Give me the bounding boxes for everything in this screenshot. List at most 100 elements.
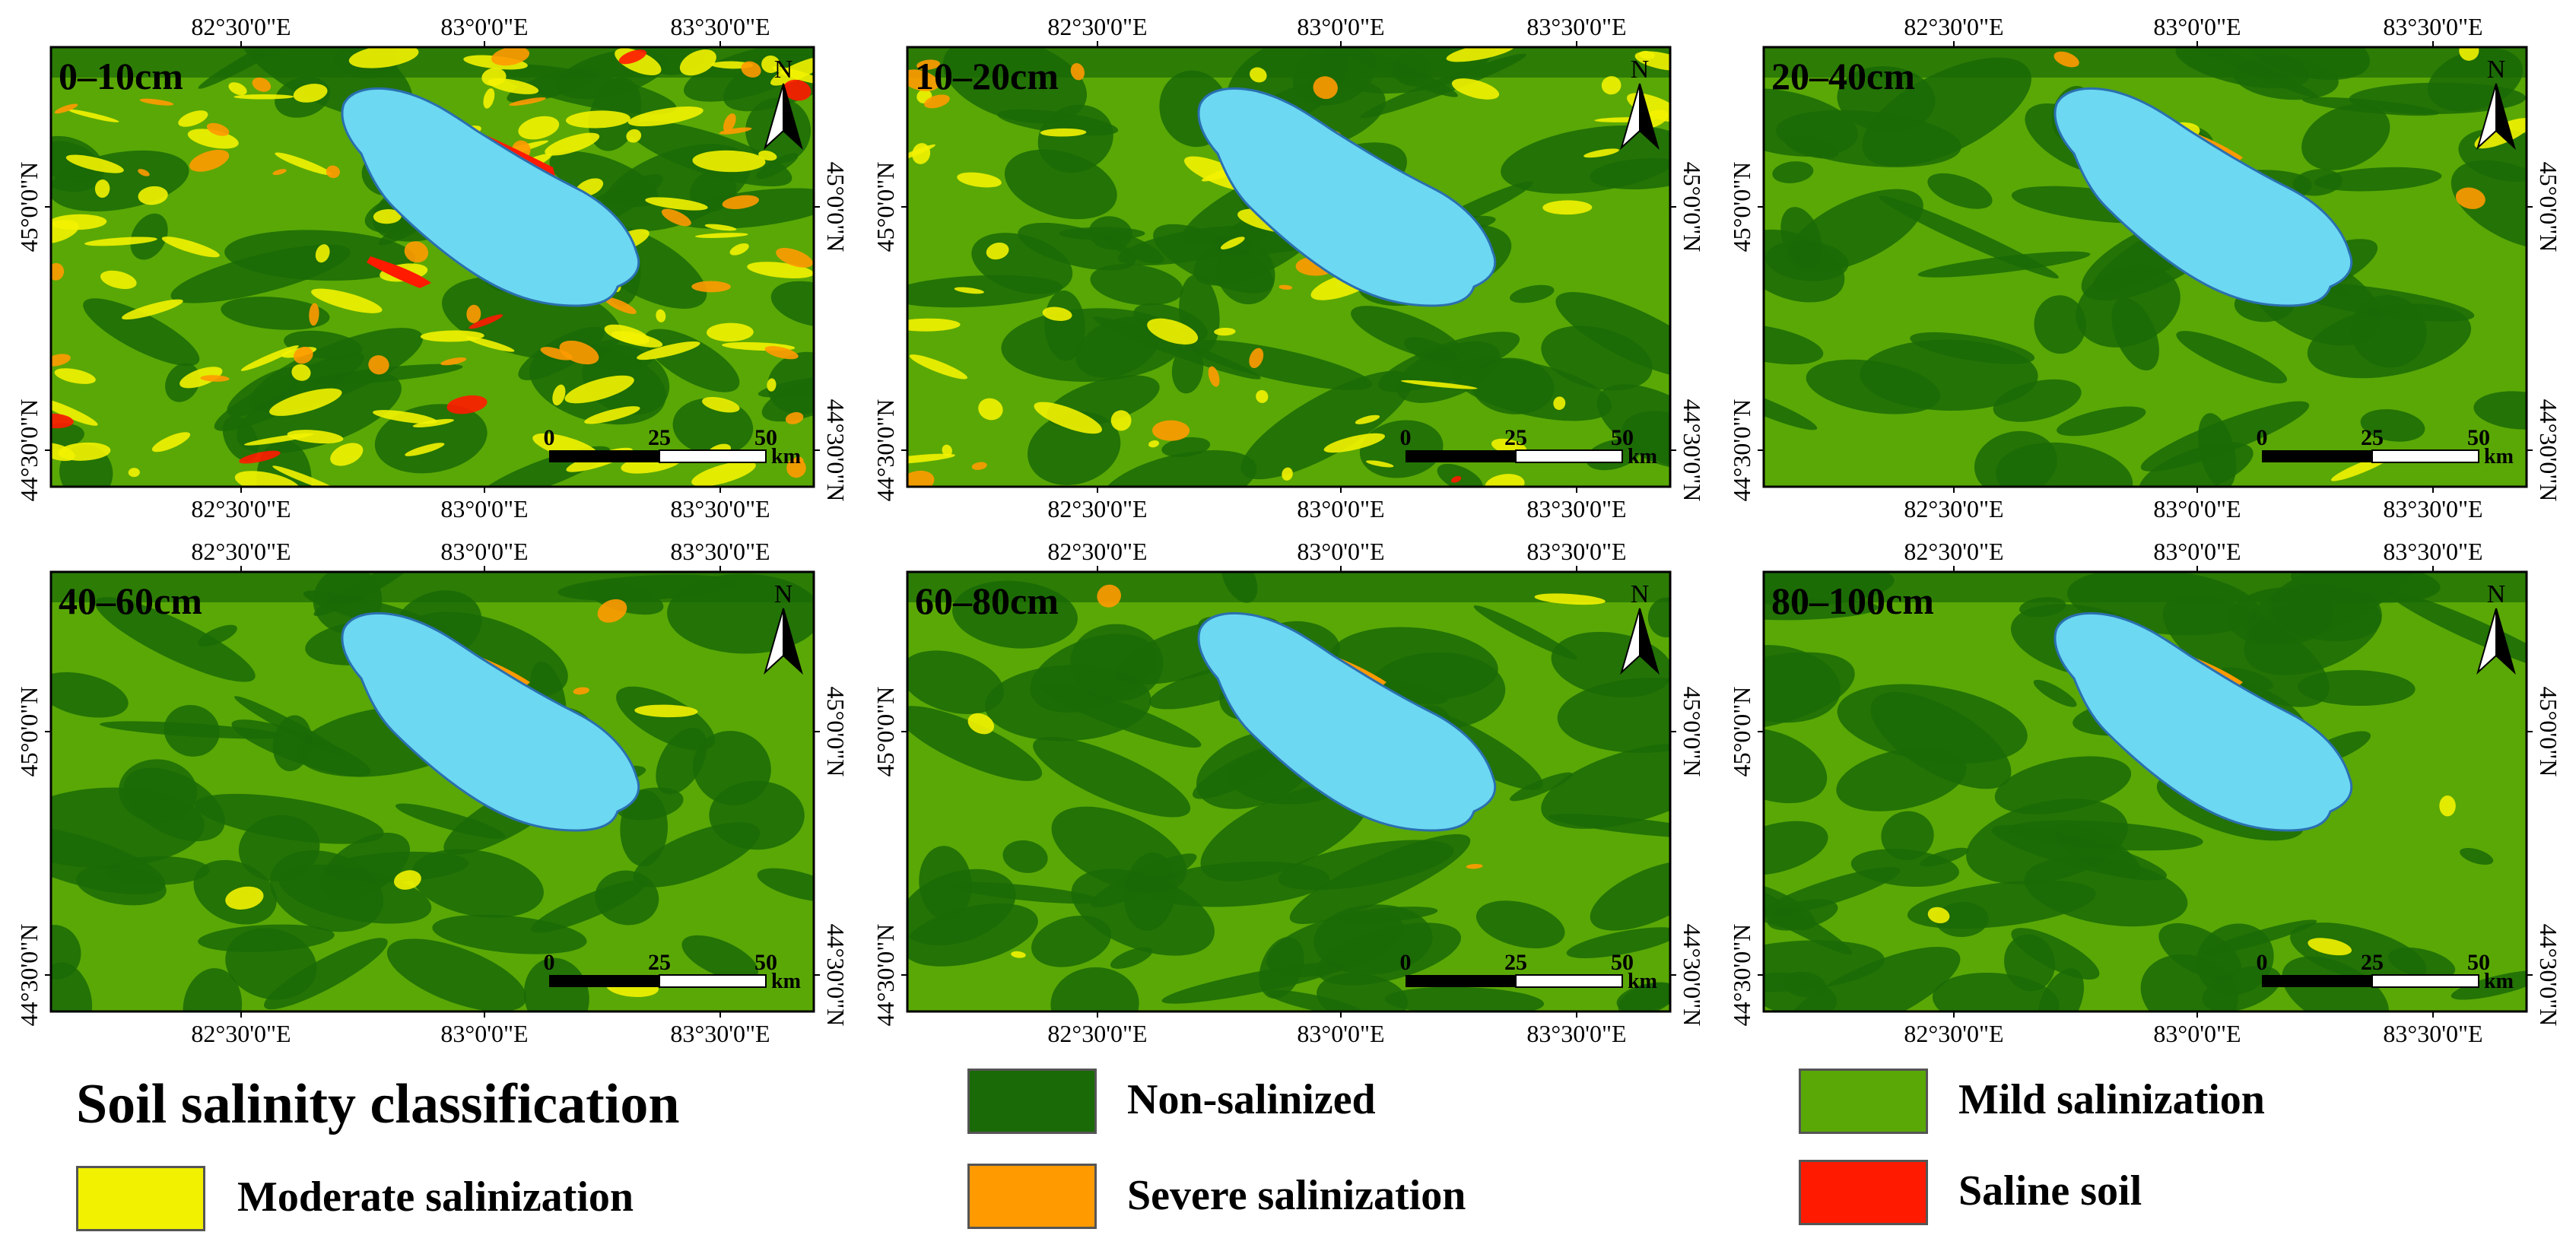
- scale-unit-label: km: [2484, 970, 2514, 993]
- moderate-salinization-patch: [269, 388, 342, 416]
- non-salinized-patch: [1090, 853, 1197, 908]
- legend-swatch-severe-salinization: [967, 1164, 1097, 1229]
- severe-salinization-patch: [54, 103, 78, 114]
- moderate-salinization-patch: [627, 106, 704, 127]
- severe-salinization-patch: [491, 47, 530, 66]
- moderate-salinization-patch: [65, 154, 124, 173]
- non-salinized-patch: [1996, 442, 2133, 487]
- moderate-salinization-patch: [2459, 47, 2479, 61]
- severe-salinization-patch: [907, 470, 935, 487]
- x-tick-label: 83°30'0"E: [1526, 1020, 1626, 1047]
- non-salinized-patch: [1764, 821, 1828, 875]
- non-salinized-patch: [83, 298, 200, 367]
- moderate-salinization-patch: [907, 144, 935, 161]
- x-tick-label: 82°30'0"E: [1904, 13, 2003, 40]
- moderate-salinization-patch: [465, 336, 515, 352]
- non-salinized-patch: [411, 849, 544, 918]
- north-arrow-icon: N: [1620, 56, 1660, 151]
- non-salinized-patch: [656, 727, 707, 795]
- depth-label: 10–20cm: [915, 55, 1059, 97]
- saline-soil-patch: [1450, 475, 1462, 483]
- non-salinized-patch: [1764, 858, 1853, 954]
- scale-tick-label: 0: [1400, 950, 1412, 975]
- severe-salinization-patch: [440, 357, 467, 366]
- moderate-salinization-patch: [1148, 440, 1160, 448]
- non-salinized-patch: [51, 423, 84, 449]
- moderate-salinization-patch: [1634, 51, 1670, 71]
- non-salinized-patch: [1927, 173, 1993, 209]
- lake: [1197, 611, 1497, 832]
- non-salinized-patch: [1050, 967, 1139, 1011]
- severe-salinization-patch: [309, 303, 319, 326]
- moderate-salinization-patch: [2439, 795, 2456, 817]
- non-salinized-patch: [1541, 325, 1653, 391]
- non-salinized-patch: [1590, 158, 1670, 189]
- moderate-salinization-patch: [151, 432, 191, 453]
- x-tick-label: 83°30'0"E: [2383, 538, 2482, 565]
- scale-unit-label: km: [771, 970, 801, 993]
- non-salinized-patch: [531, 880, 646, 933]
- lake: [341, 87, 640, 307]
- non-salinized-patch: [1837, 684, 2028, 764]
- non-salinized-patch: [1146, 861, 1330, 907]
- non-salinized-band: [907, 47, 1670, 78]
- non-salinized-patch: [1240, 370, 1412, 480]
- moderate-salinization-patch: [707, 322, 754, 342]
- non-salinized-patch: [1881, 811, 1934, 861]
- saline-soil-shore: [367, 256, 431, 288]
- legend-swatch-non-salinized: [967, 1069, 1097, 1134]
- severe-salinization-patch: [916, 59, 941, 70]
- lake: [341, 611, 640, 832]
- non-salinized-patch: [1764, 652, 1855, 731]
- non-salinized-patch: [1780, 207, 1822, 268]
- scale-tick-label: 0: [2257, 950, 2268, 975]
- map-frame: [49, 570, 815, 1013]
- severe-salinization-patch: [971, 462, 987, 470]
- non-salinized-patch: [1548, 814, 1670, 839]
- saline-soil-patch: [446, 395, 488, 414]
- non-salinized-patch: [1200, 783, 1370, 881]
- severe-salinization-patch: [1152, 420, 1190, 441]
- severe-salinization-patch: [573, 687, 589, 695]
- severe-salinization-patch: [924, 94, 950, 109]
- x-tick-label: 83°0'0"E: [1297, 495, 1384, 522]
- moderate-salinization-patch: [564, 375, 634, 404]
- y-tick-label: 44°30'0"N: [1728, 924, 1755, 1027]
- y-tick-label: 45°0'0"N: [872, 162, 899, 252]
- scale-tick-label: 25: [2361, 425, 2384, 450]
- moderate-salinization-patch: [634, 704, 698, 718]
- non-salinized-patch: [757, 868, 814, 902]
- non-salinized-patch: [919, 846, 972, 921]
- moderate-salinization-patch: [767, 378, 777, 392]
- non-salinized-patch: [51, 135, 105, 192]
- scale-tick-label: 50: [2467, 425, 2490, 450]
- severe-salinization-patch: [722, 195, 760, 209]
- x-tick-label: 83°30'0"E: [2383, 1020, 2482, 1047]
- moderate-salinization-patch: [1011, 951, 1026, 958]
- map-frame: [1762, 570, 2528, 1013]
- scale-tick-label: 50: [1611, 425, 1634, 450]
- moderate-salinization-patch: [552, 384, 566, 406]
- severe-salinization-patch: [661, 208, 691, 227]
- non-salinized-patch: [1994, 756, 2132, 815]
- moderate-salinization-patch: [233, 94, 294, 100]
- non-salinized-patch: [1070, 624, 1164, 701]
- non-salinized-patch: [221, 297, 330, 330]
- non-salinized-patch: [1920, 847, 1969, 867]
- y-tick-label: 45°0'0"N: [15, 687, 43, 777]
- moderate-salinization-patch: [1250, 67, 1267, 83]
- x-tick-label: 82°30'0"E: [1904, 495, 2003, 522]
- depth-label: 60–80cm: [915, 580, 1059, 622]
- non-salinized-patch: [1033, 736, 1191, 818]
- non-salinized-band: [1764, 572, 2527, 602]
- map-panels: 0–10cm N0 25 50km82°30'0"E82°30'0"E83°0'0"E…: [15, 13, 2562, 1047]
- y-tick-label: 44°30'0"N: [1679, 399, 1706, 502]
- moderate-salinization-patch: [373, 209, 402, 224]
- x-tick-label: 82°30'0"E: [1047, 13, 1147, 40]
- scale-unit-label: km: [1628, 970, 1657, 993]
- x-tick-label: 82°30'0"E: [191, 1020, 291, 1047]
